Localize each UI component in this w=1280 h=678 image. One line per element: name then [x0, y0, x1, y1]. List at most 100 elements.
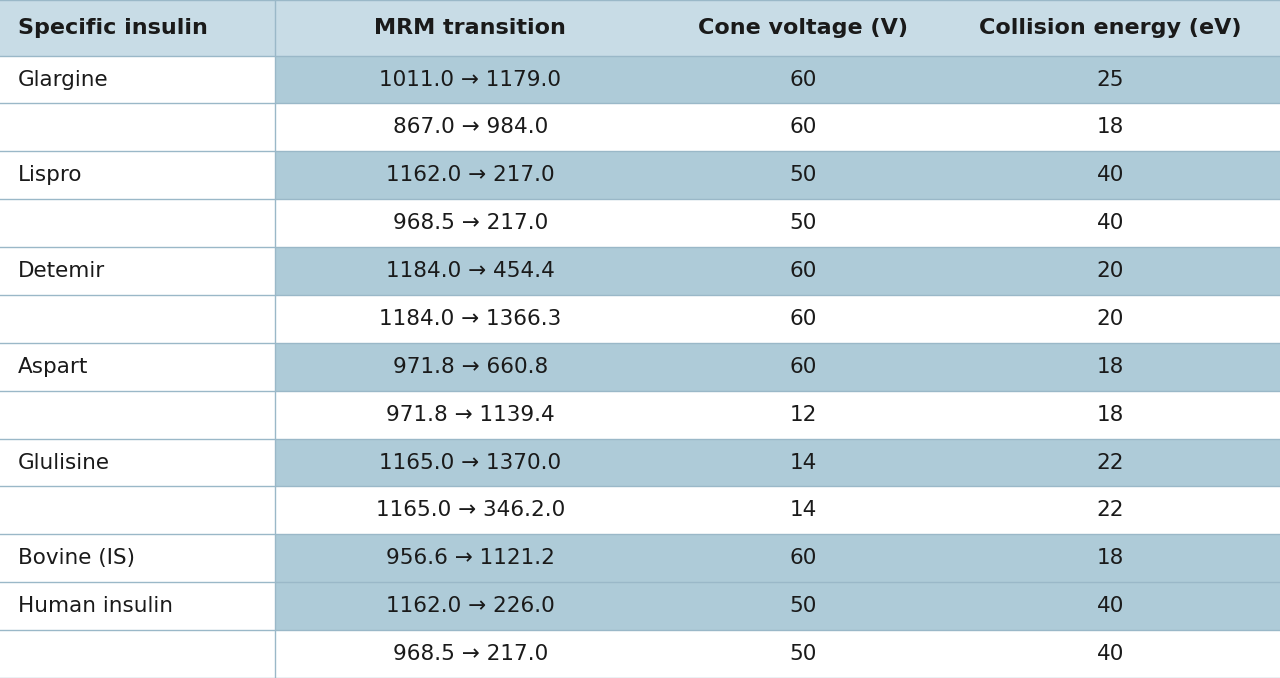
- Bar: [0, 487, 275, 534]
- Bar: [0, 630, 275, 678]
- Bar: [666, 0, 941, 56]
- Bar: [941, 630, 1280, 678]
- Text: 1165.0 → 346.2.0: 1165.0 → 346.2.0: [376, 500, 564, 521]
- Text: Bovine (IS): Bovine (IS): [18, 549, 134, 568]
- Bar: [0, 247, 275, 295]
- Bar: [666, 343, 941, 391]
- Text: 968.5 → 217.0: 968.5 → 217.0: [393, 213, 548, 233]
- Bar: [0, 295, 275, 343]
- Bar: [666, 295, 941, 343]
- Bar: [941, 534, 1280, 582]
- Bar: [666, 487, 941, 534]
- Text: 956.6 → 1121.2: 956.6 → 1121.2: [387, 549, 554, 568]
- Bar: [666, 104, 941, 151]
- Text: 12: 12: [790, 405, 817, 424]
- Bar: [0, 391, 275, 439]
- Bar: [275, 439, 666, 487]
- Bar: [275, 151, 666, 199]
- Text: 22: 22: [1097, 500, 1124, 521]
- Text: 1011.0 → 1179.0: 1011.0 → 1179.0: [379, 70, 562, 89]
- Bar: [0, 534, 275, 582]
- Bar: [275, 247, 666, 295]
- Bar: [275, 295, 666, 343]
- Bar: [0, 582, 275, 630]
- Text: 1184.0 → 454.4: 1184.0 → 454.4: [387, 261, 554, 281]
- Bar: [666, 247, 941, 295]
- Bar: [666, 199, 941, 247]
- Bar: [941, 487, 1280, 534]
- Bar: [275, 391, 666, 439]
- Text: 40: 40: [1097, 213, 1124, 233]
- Bar: [275, 534, 666, 582]
- Bar: [941, 151, 1280, 199]
- Text: Human insulin: Human insulin: [18, 596, 173, 616]
- Text: Aspart: Aspart: [18, 357, 88, 377]
- Text: 18: 18: [1097, 549, 1124, 568]
- Text: 50: 50: [790, 644, 817, 664]
- Text: 50: 50: [790, 213, 817, 233]
- Text: 1162.0 → 217.0: 1162.0 → 217.0: [387, 165, 554, 185]
- Text: 1165.0 → 1370.0: 1165.0 → 1370.0: [379, 452, 562, 473]
- Bar: [666, 151, 941, 199]
- Bar: [0, 0, 275, 56]
- Text: 18: 18: [1097, 117, 1124, 138]
- Bar: [0, 199, 275, 247]
- Text: 971.8 → 660.8: 971.8 → 660.8: [393, 357, 548, 377]
- Bar: [666, 56, 941, 104]
- Bar: [275, 487, 666, 534]
- Text: 60: 60: [790, 261, 817, 281]
- Bar: [941, 247, 1280, 295]
- Text: 60: 60: [790, 309, 817, 329]
- Text: 1184.0 → 1366.3: 1184.0 → 1366.3: [379, 309, 562, 329]
- Bar: [0, 56, 275, 104]
- Text: 25: 25: [1097, 70, 1124, 89]
- Text: 968.5 → 217.0: 968.5 → 217.0: [393, 644, 548, 664]
- Text: 60: 60: [790, 117, 817, 138]
- Bar: [941, 56, 1280, 104]
- Text: Collision energy (eV): Collision energy (eV): [979, 18, 1242, 38]
- Bar: [941, 391, 1280, 439]
- Text: 971.8 → 1139.4: 971.8 → 1139.4: [387, 405, 554, 424]
- Bar: [0, 104, 275, 151]
- Bar: [275, 582, 666, 630]
- Bar: [0, 343, 275, 391]
- Bar: [941, 439, 1280, 487]
- Bar: [275, 199, 666, 247]
- Bar: [666, 391, 941, 439]
- Text: 40: 40: [1097, 644, 1124, 664]
- Bar: [666, 582, 941, 630]
- Text: 50: 50: [790, 165, 817, 185]
- Bar: [941, 104, 1280, 151]
- Bar: [275, 0, 666, 56]
- Text: 18: 18: [1097, 405, 1124, 424]
- Text: 60: 60: [790, 357, 817, 377]
- Text: Specific insulin: Specific insulin: [18, 18, 207, 38]
- Text: Glulisine: Glulisine: [18, 452, 110, 473]
- Text: 60: 60: [790, 70, 817, 89]
- Bar: [666, 439, 941, 487]
- Text: 20: 20: [1097, 309, 1124, 329]
- Bar: [941, 343, 1280, 391]
- Text: 14: 14: [790, 500, 817, 521]
- Text: MRM transition: MRM transition: [375, 18, 566, 38]
- Text: Cone voltage (V): Cone voltage (V): [698, 18, 909, 38]
- Bar: [0, 439, 275, 487]
- Text: 50: 50: [790, 596, 817, 616]
- Bar: [0, 151, 275, 199]
- Text: 14: 14: [790, 452, 817, 473]
- Bar: [941, 199, 1280, 247]
- Text: Detemir: Detemir: [18, 261, 105, 281]
- Text: Lispro: Lispro: [18, 165, 82, 185]
- Text: 60: 60: [790, 549, 817, 568]
- Bar: [275, 343, 666, 391]
- Bar: [941, 0, 1280, 56]
- Text: 1162.0 → 226.0: 1162.0 → 226.0: [387, 596, 554, 616]
- Text: 20: 20: [1097, 261, 1124, 281]
- Bar: [941, 582, 1280, 630]
- Bar: [275, 104, 666, 151]
- Text: 867.0 → 984.0: 867.0 → 984.0: [393, 117, 548, 138]
- Text: 40: 40: [1097, 596, 1124, 616]
- Bar: [666, 534, 941, 582]
- Text: Glargine: Glargine: [18, 70, 109, 89]
- Text: 18: 18: [1097, 357, 1124, 377]
